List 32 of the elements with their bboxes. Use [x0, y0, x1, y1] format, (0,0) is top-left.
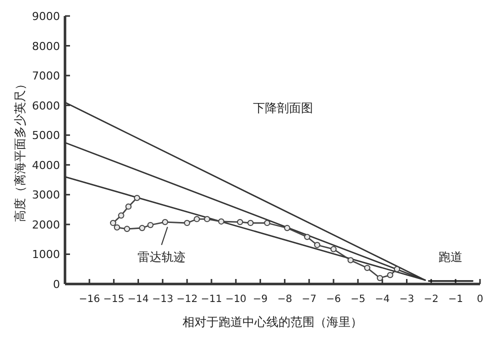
x-tick-label: −11	[200, 294, 222, 305]
x-tick-label: 0	[476, 294, 484, 305]
y-tick-label: 2000	[32, 218, 60, 232]
x-tick-label: −13	[152, 294, 174, 305]
x-tick-label: −9	[252, 294, 268, 305]
y-tick-label: 5000	[32, 129, 60, 142]
x-tick-label: −5	[350, 294, 366, 305]
y-tick-label: 8000	[32, 40, 60, 53]
y-tick-label: 0	[53, 278, 60, 291]
y-tick-label: 3000	[32, 188, 60, 202]
y-tick-label: 6000	[32, 99, 60, 112]
x-tick-label: −4	[374, 294, 390, 305]
y-tick-label: 7000	[32, 70, 60, 83]
y-tick-label: 4000	[32, 158, 60, 172]
x-tick-label: −6	[326, 294, 341, 305]
x-tick-label: −10	[225, 294, 246, 305]
text: 下降剖面图	[253, 101, 313, 115]
x-tick-label: −1	[448, 294, 463, 305]
x-tick-label: −14	[128, 294, 149, 305]
x-tick-label: −12	[176, 294, 198, 305]
x-tick-label: −7	[302, 294, 316, 305]
y-tick-label: 9000	[32, 10, 60, 23]
y-tick-label: 1000	[32, 248, 60, 262]
annotation: 跑道	[438, 250, 463, 264]
x-tick-label: −2	[424, 294, 439, 305]
x-tick-label: −16	[78, 294, 100, 305]
y-axis-title: 高度（离海平面多少英尺）	[13, 78, 27, 222]
annotation: 雷达轨迹	[138, 250, 186, 264]
x-tick-label: −15	[103, 294, 124, 305]
x-tick-label: −3	[399, 294, 414, 305]
x-tick-label: −8	[277, 294, 292, 305]
x-axis-title: 相对于跑道中心线的范围（海里）	[182, 315, 362, 329]
